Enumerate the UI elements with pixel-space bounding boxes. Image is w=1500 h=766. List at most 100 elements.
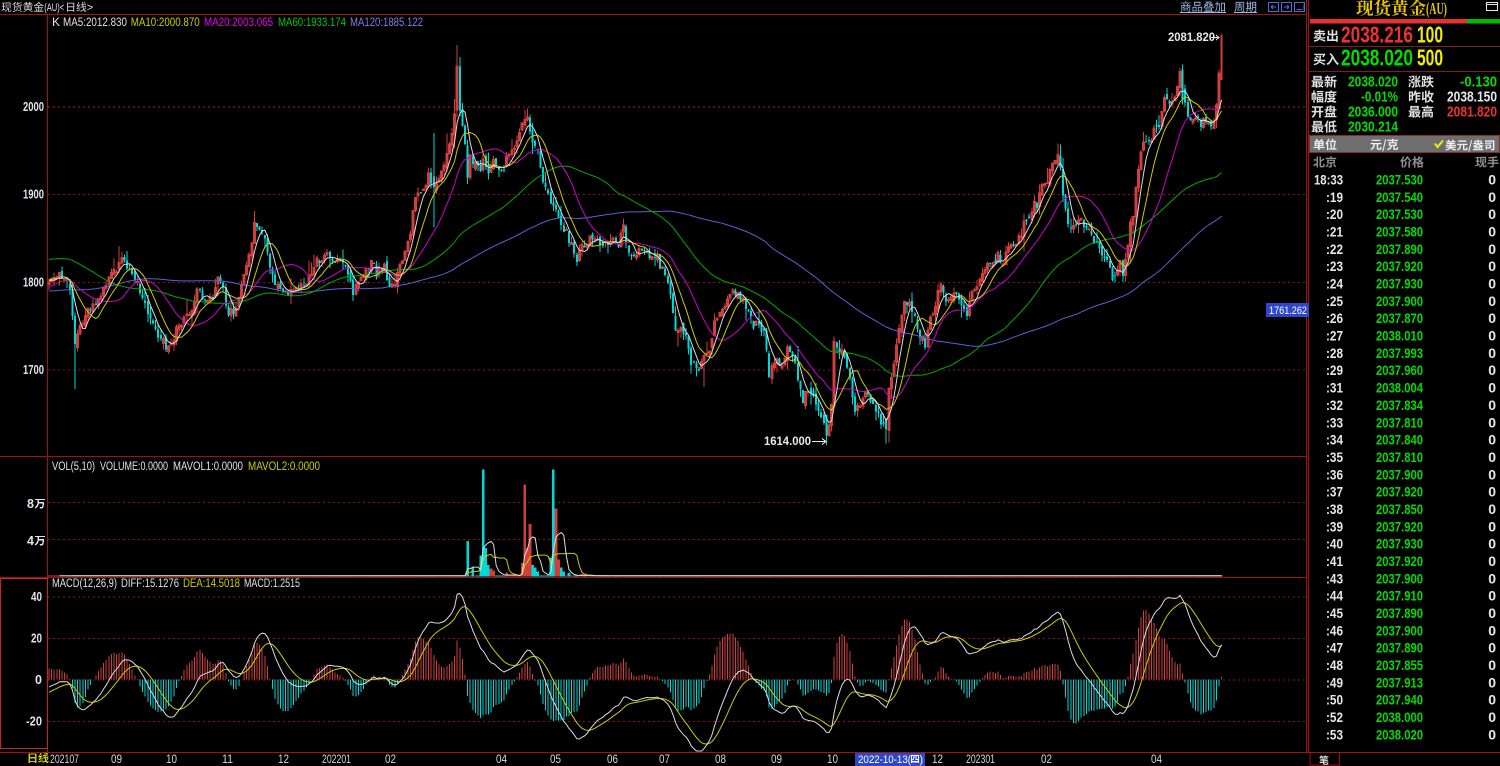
svg-text:202201: 202201 (322, 754, 351, 766)
svg-text:18:33: 18:33 (1314, 172, 1343, 188)
svg-text:2037.920: 2037.920 (1376, 258, 1423, 274)
svg-text::21: :21 (1326, 224, 1343, 240)
svg-text::49: :49 (1326, 674, 1343, 690)
svg-text:0: 0 (1488, 362, 1496, 378)
svg-text:K: K (52, 17, 60, 29)
svg-text:2038.004: 2038.004 (1376, 380, 1423, 396)
svg-text:2038.000: 2038.000 (1376, 709, 1423, 725)
svg-text:2038.020: 2038.020 (1341, 45, 1413, 71)
svg-text:1700: 1700 (23, 363, 44, 377)
svg-text:2037.920: 2037.920 (1376, 518, 1423, 534)
svg-text:40: 40 (31, 590, 42, 604)
svg-text:4: 4 (27, 534, 34, 548)
svg-text:1900: 1900 (23, 188, 44, 202)
svg-text:0: 0 (1488, 224, 1496, 240)
svg-text::43: :43 (1326, 570, 1343, 586)
svg-text:MA5:2012.830: MA5:2012.830 (63, 17, 127, 29)
svg-text:0: 0 (35, 673, 42, 687)
svg-text:2036.000: 2036.000 (1348, 105, 1398, 121)
svg-text:2081.820: 2081.820 (1447, 105, 1497, 121)
svg-text:VOLUME:0.0000: VOLUME:0.0000 (100, 461, 168, 473)
svg-text:1614.000: 1614.000 (764, 436, 811, 448)
svg-text:202301: 202301 (966, 754, 995, 766)
svg-text:): ) (920, 754, 924, 766)
svg-text::45: :45 (1326, 605, 1343, 621)
svg-text::19: :19 (1326, 189, 1343, 205)
svg-text:10: 10 (166, 754, 177, 766)
svg-text:0: 0 (1488, 276, 1496, 292)
svg-text:MA120:1885.122: MA120:1885.122 (350, 17, 423, 29)
svg-text:09: 09 (771, 754, 782, 766)
svg-text:1761.262: 1761.262 (1269, 305, 1307, 317)
svg-text::35: :35 (1326, 449, 1343, 465)
svg-text:02: 02 (385, 754, 396, 766)
svg-text:-0.01%: -0.01% (1361, 90, 1398, 106)
svg-text:04: 04 (496, 754, 508, 766)
svg-text::41: :41 (1326, 553, 1343, 569)
svg-text:2038.216: 2038.216 (1341, 22, 1413, 48)
svg-text:0: 0 (1488, 640, 1496, 656)
svg-text:2037.900: 2037.900 (1376, 570, 1423, 586)
svg-text:0: 0 (1488, 553, 1496, 569)
svg-text::24: :24 (1326, 276, 1343, 292)
svg-text::53: :53 (1326, 726, 1343, 742)
svg-text:0: 0 (1488, 206, 1496, 222)
svg-text:02: 02 (1041, 754, 1052, 766)
svg-text:500: 500 (1417, 45, 1443, 71)
svg-text:2037.900: 2037.900 (1376, 293, 1423, 309)
svg-text:VOL(5,10): VOL(5,10) (52, 461, 95, 473)
svg-text::32: :32 (1326, 397, 1343, 413)
svg-text:0: 0 (1488, 484, 1496, 500)
svg-text::44: :44 (1326, 588, 1343, 604)
svg-text:05: 05 (550, 754, 561, 766)
svg-text:11: 11 (222, 754, 233, 766)
svg-text:2037.580: 2037.580 (1376, 224, 1423, 240)
svg-text:2030.214: 2030.214 (1348, 120, 1398, 136)
svg-text::40: :40 (1326, 536, 1343, 552)
svg-text:0: 0 (1488, 258, 1496, 274)
svg-text:0: 0 (1488, 345, 1496, 361)
svg-text:2037.960: 2037.960 (1376, 362, 1423, 378)
svg-text:2037.840: 2037.840 (1376, 432, 1423, 448)
svg-text:0: 0 (1488, 570, 1496, 586)
svg-text:0: 0 (1488, 622, 1496, 638)
svg-text:MA20:2003.065: MA20:2003.065 (204, 17, 273, 29)
svg-text:2037.870: 2037.870 (1376, 310, 1423, 326)
svg-text:2037.890: 2037.890 (1376, 605, 1423, 621)
svg-text:2037.910: 2037.910 (1376, 588, 1423, 604)
svg-text:(AU): (AU) (1426, 0, 1447, 18)
svg-text:MAVOL1:0.0000: MAVOL1:0.0000 (173, 461, 243, 473)
svg-text:0: 0 (1488, 674, 1496, 690)
svg-text:DIFF:15.1276: DIFF:15.1276 (121, 578, 179, 590)
svg-text:-20: -20 (26, 715, 42, 729)
svg-text:0: 0 (1488, 657, 1496, 673)
svg-text::34: :34 (1326, 432, 1343, 448)
svg-text:0: 0 (1488, 692, 1496, 708)
svg-text:2037.890: 2037.890 (1376, 640, 1423, 656)
svg-text:0: 0 (1488, 241, 1496, 257)
svg-text:0: 0 (1488, 172, 1496, 188)
svg-text::46: :46 (1326, 622, 1343, 638)
svg-text:2038.020: 2038.020 (1348, 75, 1398, 91)
svg-text:06: 06 (607, 754, 618, 766)
svg-text:2038.020: 2038.020 (1376, 726, 1423, 742)
svg-text:0: 0 (1488, 605, 1496, 621)
svg-text:0: 0 (1488, 397, 1496, 413)
svg-text:0: 0 (1488, 501, 1496, 517)
svg-text:10: 10 (827, 754, 838, 766)
svg-text:-0.130: -0.130 (1460, 75, 1497, 91)
svg-text:0: 0 (1488, 518, 1496, 534)
svg-text:09: 09 (111, 754, 122, 766)
svg-text:8: 8 (27, 497, 34, 511)
svg-text:202107: 202107 (50, 754, 79, 766)
svg-text:1800: 1800 (23, 275, 44, 289)
svg-text::33: :33 (1326, 414, 1343, 430)
svg-text:DEA:14.5018: DEA:14.5018 (183, 578, 240, 590)
svg-text::36: :36 (1326, 466, 1343, 482)
svg-text:04: 04 (1151, 754, 1163, 766)
svg-text:12: 12 (278, 754, 289, 766)
svg-text:0: 0 (1488, 293, 1496, 309)
svg-text:MACD:1.2515: MACD:1.2515 (244, 578, 300, 590)
svg-text::26: :26 (1326, 310, 1343, 326)
svg-text::38: :38 (1326, 501, 1343, 517)
